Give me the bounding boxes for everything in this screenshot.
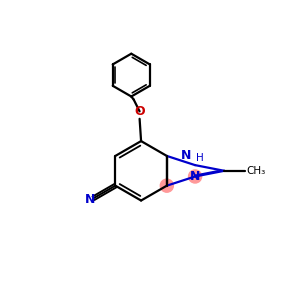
Text: CH₃: CH₃	[247, 166, 266, 176]
Circle shape	[160, 179, 173, 192]
Circle shape	[189, 170, 202, 183]
Text: H: H	[196, 153, 204, 163]
Text: N: N	[85, 193, 95, 206]
Text: N: N	[181, 149, 191, 163]
Text: O: O	[134, 105, 145, 118]
Text: N: N	[190, 170, 200, 183]
